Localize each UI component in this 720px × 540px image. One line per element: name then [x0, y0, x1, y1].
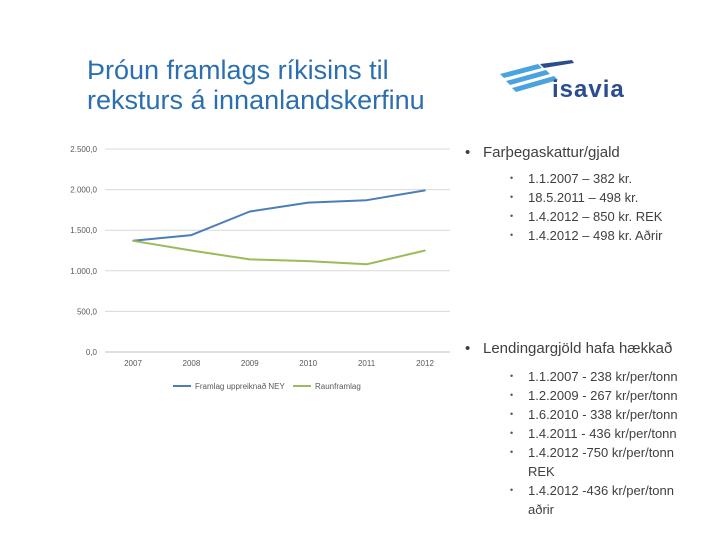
- data-point: [132, 239, 134, 242]
- legend-label: Raunframlag: [315, 382, 361, 391]
- bullet-icon: •: [510, 428, 514, 438]
- bullet-icon: •: [510, 447, 514, 457]
- series-line-2: [132, 239, 426, 266]
- line-chart: 2.500,0 2.000,0 1.500,0 1.000,0 500,0 0,0 200…: [70, 145, 450, 391]
- x-tick-label: 2007: [124, 359, 142, 368]
- list-item: • 1.1.2007 – 382 kr.: [510, 169, 662, 188]
- x-tick-label: 2011: [358, 359, 376, 368]
- legend-label: Framlag uppreiknað NEY: [195, 382, 285, 391]
- list-item: • 1.4.2012 – 498 kr. Aðrir: [510, 226, 662, 245]
- bullet-icon: •: [465, 340, 471, 357]
- list-item: • 1.1.2007 - 238 kr/per/tonn: [510, 367, 693, 386]
- landing-fees-section: • Lendingargjöld hafa hækkað • 1.1.2007 - …: [465, 339, 693, 519]
- bullet-icon: •: [510, 173, 514, 183]
- data-point: [249, 210, 251, 213]
- list-item: • 1.2.2009 - 267 kr/per/tonn: [510, 386, 693, 405]
- slide-title-line-1: Þróun framlags ríkisins til: [87, 55, 389, 85]
- list-item-text: 1.1.2007 - 238 kr/per/tonn: [528, 369, 678, 384]
- y-tick-label: 1.500,0: [70, 226, 97, 235]
- list-item: • 1.4.2012 – 850 kr. REK: [510, 207, 662, 226]
- section-heading: Lendingargjöld hafa hækkað: [483, 340, 673, 357]
- data-point: [190, 249, 193, 252]
- x-tick-label: 2008: [183, 359, 201, 368]
- list-item-text: 1.1.2007 – 382 kr.: [528, 171, 633, 186]
- y-tick-label: 500,0: [77, 307, 98, 316]
- y-tick-label: 2.000,0: [70, 186, 97, 195]
- bullet-icon: •: [510, 390, 514, 400]
- y-tick-label: 0,0: [86, 348, 98, 357]
- list-item-text: 1.4.2012 – 850 kr. REK: [528, 209, 663, 224]
- bullet-icon: •: [465, 144, 471, 161]
- list-item: • 18.5.2011 – 498 kr.: [510, 188, 662, 207]
- y-tick-label: 1.000,0: [70, 267, 97, 276]
- data-point: [424, 249, 426, 252]
- list-item-text: 1.4.2011 - 436 kr/per/tonn: [528, 426, 677, 441]
- data-point: [365, 199, 368, 201]
- bullet-icon: •: [510, 211, 514, 221]
- list-item-text: 1.4.2012 -750 kr/per/tonn REK: [528, 445, 674, 479]
- list-item: • 1.4.2011 - 436 kr/per/tonn: [510, 424, 693, 443]
- data-point: [307, 201, 309, 204]
- list-item: • 1.4.2012 -750 kr/per/tonn REK: [510, 443, 693, 481]
- list-item-text: 1.4.2012 – 498 kr. Aðrir: [528, 228, 663, 243]
- list-item-text: 18.5.2011 – 498 kr.: [528, 190, 639, 205]
- x-tick-label: 2009: [241, 359, 259, 368]
- landing-fees-list: • 1.1.2007 - 238 kr/per/tonn • 1.2.2009 - 2…: [510, 367, 693, 519]
- bullet-icon: •: [510, 371, 514, 381]
- passenger-tax-list: • 1.1.2007 – 382 kr. • 18.5.2011 – 498 kr. •…: [510, 169, 662, 245]
- chart-legend: Framlag uppreiknað NEY Raunframlag: [173, 382, 361, 391]
- series-line-1: [132, 189, 426, 242]
- list-item-text: 1.2.2009 - 267 kr/per/tonn: [528, 388, 678, 403]
- chart-grid: [105, 148, 450, 353]
- chart-series: [132, 189, 426, 266]
- x-tick-label: 2010: [299, 359, 317, 368]
- list-item-text: 1.6.2010 - 338 kr/per/tonn: [528, 407, 678, 422]
- x-tick-label: 2012: [416, 359, 434, 368]
- isavia-logo: isavia: [500, 60, 625, 103]
- logo-wordmark: isavia: [552, 76, 625, 103]
- slide-title: Þróun framlags ríkisins til reksturs á i…: [87, 55, 487, 115]
- x-axis-labels: 2007 2008 2009 2010 2011 2012: [124, 359, 434, 368]
- bullet-icon: •: [510, 485, 514, 495]
- data-point: [190, 234, 193, 236]
- data-point: [424, 189, 426, 192]
- y-tick-label: 2.500,0: [70, 145, 97, 154]
- list-item: • 1.6.2010 - 338 kr/per/tonn: [510, 405, 693, 424]
- y-axis-labels: 2.500,0 2.000,0 1.500,0 1.000,0 500,0 0,0: [70, 145, 97, 357]
- data-point: [249, 258, 251, 261]
- passenger-tax-section: • Farþegaskattur/gjald • 1.1.2007 – 382 kr…: [465, 143, 662, 245]
- data-point: [365, 263, 368, 266]
- section-heading: Farþegaskattur/gjald: [483, 144, 620, 161]
- bullet-icon: •: [510, 409, 514, 419]
- list-item: • 1.4.2012 -436 kr/per/tonn aðrir: [510, 481, 693, 519]
- bullet-icon: •: [510, 230, 514, 240]
- slide-title-line-2: reksturs á innanlandskerfinu: [87, 85, 425, 115]
- data-point: [307, 260, 309, 262]
- bullet-icon: •: [510, 192, 514, 202]
- list-item-text: 1.4.2012 -436 kr/per/tonn aðrir: [528, 483, 674, 517]
